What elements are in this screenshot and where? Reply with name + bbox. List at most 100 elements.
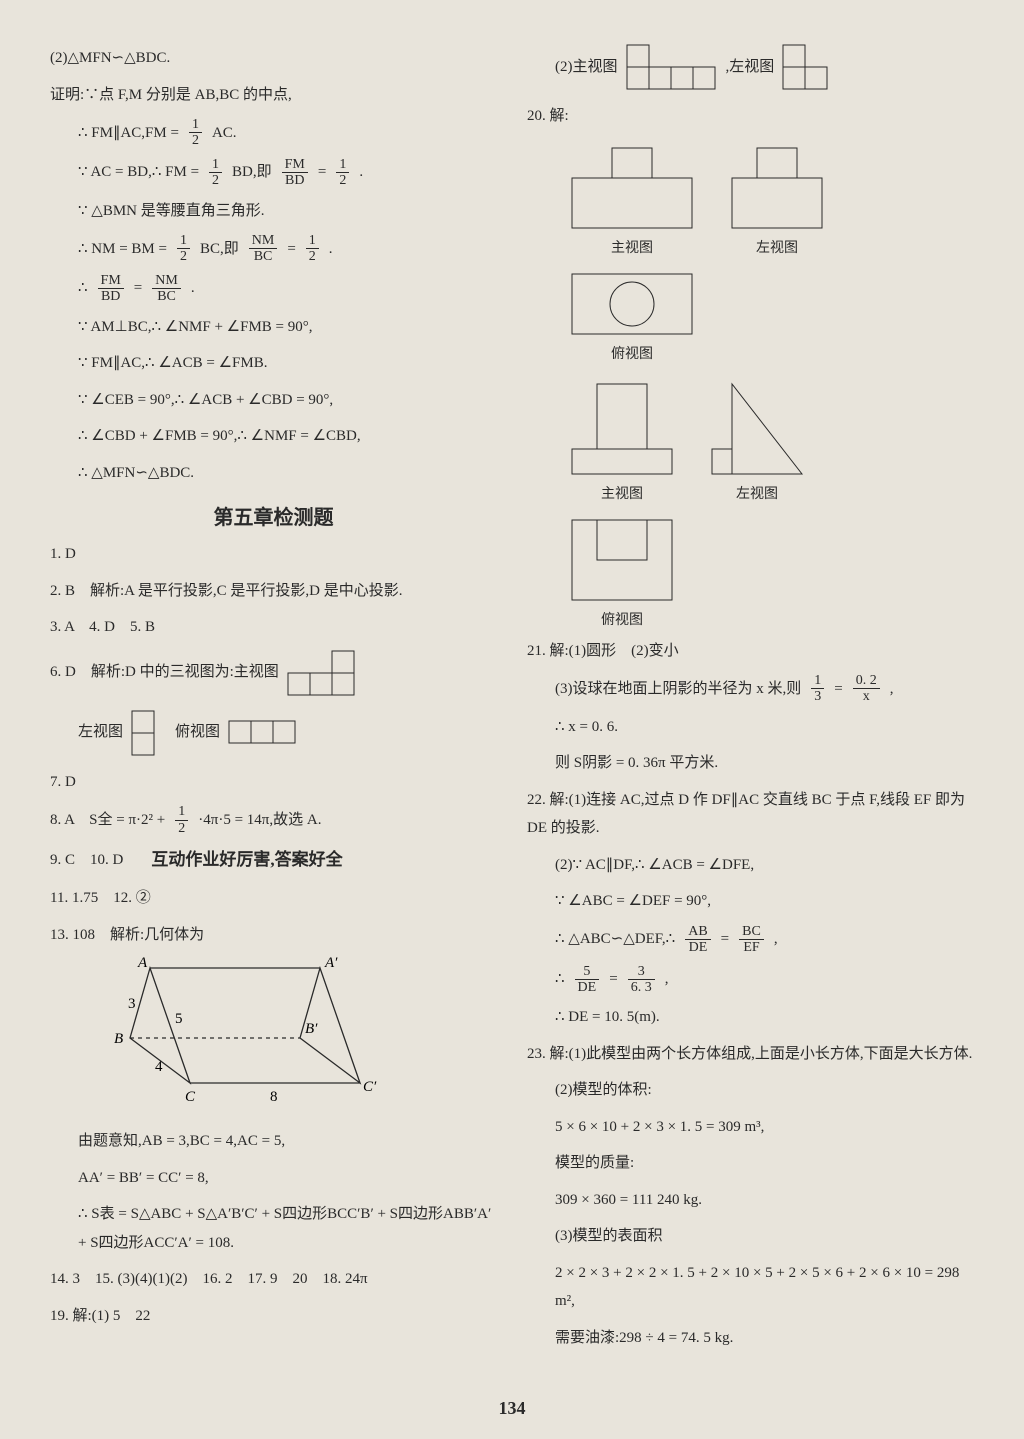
left-view-shape-2 — [707, 379, 807, 479]
proof-line: ∴ ∠CBD + ∠FMB = 90°,∴ ∠NMF = ∠CBD, — [50, 422, 497, 451]
proof-line: ∴ NM = BM = 12 BC,即 NMBC = 12 . — [50, 233, 497, 265]
answer-line: 11. 1.75 12. ② — [50, 884, 497, 913]
text: ∴ — [555, 965, 565, 994]
left-view-icon — [782, 44, 830, 90]
label: A — [137, 955, 148, 971]
front-view-block: 主视图 — [567, 143, 697, 257]
front-view-icon — [287, 650, 357, 696]
diagram-row-1b: 俯视图 — [567, 269, 974, 363]
text: = — [134, 274, 142, 303]
answer-line-9-10: 9. C 10. D 互动作业好厉害,答案好全 — [50, 844, 497, 876]
answer-line: 3. A 4. D 5. B — [50, 613, 497, 642]
proof-line: ∵ ∠CEB = 90°,∴ ∠ACB + ∠CBD = 90°, — [50, 386, 497, 415]
text: AC. — [212, 119, 237, 148]
answer-line-8: 8. A S全 = π·2² + 12 ·4π·5 = 14π,故选 A. — [50, 804, 497, 836]
label: A′ — [324, 955, 338, 971]
answer-line: 14. 3 15. (3)(4)(1)(2) 16. 2 17. 9 20 18… — [50, 1265, 497, 1294]
answer-line-6b: 左视图 俯视图 — [50, 710, 497, 756]
diagram-row-2b: 俯视图 — [567, 515, 974, 629]
text: (2)主视图 — [555, 53, 618, 82]
answer-line: 13. 108 解析:几何体为 — [50, 921, 497, 950]
view-label: 俯视图 — [601, 609, 643, 629]
proof-line: ∵ △BMN 是等腰直角三角形. — [50, 197, 497, 226]
fraction: BCEF — [739, 924, 764, 956]
text: . — [329, 235, 333, 264]
handwriting-note: 互动作业好厉害,答案好全 — [151, 844, 342, 876]
fraction-fm-bd: FMBD — [282, 157, 308, 189]
view-label: 俯视图 — [611, 343, 653, 363]
view-label: 左视图 — [736, 483, 778, 503]
left-view-block: 左视图 — [707, 379, 807, 503]
answer-line-19-2: (2)主视图 ,左视图 — [527, 44, 974, 90]
answer-line: ∴ x = 0. 6. — [527, 713, 974, 742]
text: = — [609, 965, 617, 994]
fraction: 5DE — [575, 964, 600, 996]
answer-line: 21. 解:(1)圆形 (2)变小 — [527, 637, 974, 666]
answer-line-6: 6. D 解析:D 中的三视图为:主视图 — [50, 650, 497, 696]
proof-line: ∵ AC = BD,∴ FM = 12 BD,即 FMBD = 12 . — [50, 157, 497, 189]
top-view-block: 俯视图 — [567, 269, 697, 363]
answer-line: ∵ ∠ABC = ∠DEF = 90°, — [527, 887, 974, 916]
text: BD,即 — [232, 158, 272, 187]
fraction-nm-bc: NMBC — [249, 233, 278, 265]
proof-line: ∴ △MFN∽△BDC. — [50, 459, 497, 488]
chapter-heading: 第五章检测题 — [50, 501, 497, 530]
label: B — [114, 1031, 123, 1047]
text: , — [890, 675, 894, 704]
answer-line: ∴ △ABC∽△DEF,∴ ABDE = BCEF , — [527, 924, 974, 956]
view-label: 主视图 — [601, 483, 643, 503]
text: = — [721, 925, 729, 954]
text: = — [287, 235, 295, 264]
answer-line: 由题意知,AB = 3,BC = 4,AC = 5, — [50, 1127, 497, 1156]
answer-line: 7. D — [50, 768, 497, 797]
left-column: (2)△MFN∽△BDC. 证明:∵点 F,M 分别是 AB,BC 的中点, ∴… — [50, 40, 497, 1399]
answer-line: 19. 解:(1) 5 22 — [50, 1302, 497, 1331]
text: ∴ △ABC∽△DEF,∴ — [555, 925, 675, 954]
text: BC,即 — [200, 235, 239, 264]
answer-line: ∴ 5DE = 36. 3 , — [527, 964, 974, 996]
top-view-shape — [567, 269, 697, 339]
fraction: 36. 3 — [628, 964, 655, 996]
answer-line: 模型的质量: — [527, 1149, 974, 1178]
answer-line: ∴ DE = 10. 5(m). — [527, 1003, 974, 1032]
fraction: 0. 2x — [853, 673, 880, 705]
diagram-row-1: 主视图 左视图 — [567, 143, 974, 257]
answer-line: 20. 解: — [527, 102, 974, 131]
front-view-icon — [626, 44, 718, 90]
fraction-half: 12 — [177, 233, 190, 265]
fraction-half: 12 — [336, 157, 349, 189]
text: ,左视图 — [726, 53, 775, 82]
proof-line: ∵ FM∥AC,∴ ∠ACB = ∠FMB. — [50, 349, 497, 378]
answer-line: 2. B 解析:A 是平行投影,C 是平行投影,D 是中心投影. — [50, 577, 497, 606]
front-view-shape — [567, 143, 697, 233]
fraction-half: 12 — [209, 157, 222, 189]
label: B′ — [305, 1021, 318, 1037]
answer-line: (2)∵ AC∥DF,∴ ∠ACB = ∠DFE, — [527, 851, 974, 880]
proof-line: (2)△MFN∽△BDC. — [50, 44, 497, 73]
text: 8. A S全 = π·2² + — [50, 806, 165, 835]
left-view-block: 左视图 — [727, 143, 827, 257]
text: 6. D 解析:D 中的三视图为:主视图 — [50, 658, 279, 687]
answer-line: (3)模型的表面积 — [527, 1222, 974, 1251]
fraction: 13 — [811, 673, 824, 705]
text: 俯视图 — [175, 718, 220, 747]
fraction-half: 12 — [175, 804, 188, 836]
top-view-shape-2 — [567, 515, 677, 605]
fraction-half: 12 — [306, 233, 319, 265]
text: = — [834, 675, 842, 704]
label: 4 — [155, 1059, 163, 1075]
text: ∴ — [78, 274, 88, 303]
top-view-icon — [228, 720, 298, 746]
label: 8 — [270, 1089, 278, 1105]
prism-diagram: A A′ B B′ C C′ 3 5 4 8 — [80, 953, 420, 1123]
answer-line: 5 × 6 × 10 + 2 × 3 × 1. 5 = 309 m³, — [527, 1113, 974, 1142]
answer-line: AA′ = BB′ = CC′ = 8, — [50, 1164, 497, 1193]
text: ∴ FM∥AC,FM = — [78, 119, 179, 148]
front-view-block: 主视图 — [567, 379, 677, 503]
left-view-shape — [727, 143, 827, 233]
answer-line: 22. 解:(1)连接 AC,过点 D 作 DF∥AC 交直线 BC 于点 F,… — [527, 786, 974, 843]
front-view-shape-2 — [567, 379, 677, 479]
text: ∵ AC = BD,∴ FM = — [78, 158, 199, 187]
label: 3 — [128, 996, 136, 1012]
answer-line: 则 S阴影 = 0. 36π 平方米. — [527, 749, 974, 778]
